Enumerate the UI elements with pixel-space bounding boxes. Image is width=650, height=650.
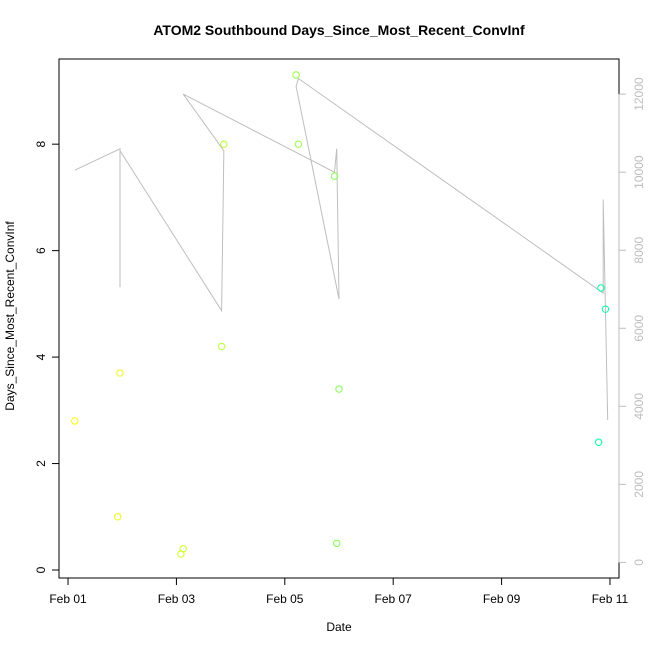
data-point [116,369,124,377]
right-y-tick-label: 8000 [632,237,646,264]
right-y-tick-label: 2000 [632,471,646,498]
x-tick-label: Feb 09 [483,592,521,606]
x-axis-label: Date [326,620,352,634]
x-tick-label: Feb 01 [49,592,87,606]
data-point [594,438,603,446]
data-point [294,140,303,148]
right-y-tick-label: 6000 [632,315,646,342]
plot-marks [71,71,610,558]
data-point [217,342,226,351]
y-tick-label: 4 [34,353,48,360]
y-axis-label: Days_Since_Most_Recent_ConvInf [3,221,17,411]
y-axis: 0 2 4 6 8 [34,141,60,573]
data-point [335,385,343,393]
data-point [330,172,339,180]
y-tick-label: 0 [34,566,48,573]
data-point [601,305,610,313]
x-tick-label: Feb 03 [158,592,196,606]
chart-title: ATOM2 Southbound Days_Since_Most_Recent_… [153,22,525,38]
y-tick-label: 8 [34,141,48,148]
data-point [71,417,79,425]
x-axis: Feb 01 Feb 03 Feb 05 Feb 07 Feb 09 Feb 11 [49,577,629,606]
right-y-tick-label: 0 [632,559,646,566]
plot-frame [58,58,620,579]
data-point [179,545,187,553]
right-y-tick-label: 4000 [632,393,646,420]
x-tick-label: Feb 07 [375,592,413,606]
right-y-tick-label: 10000 [632,155,646,189]
data-point [114,513,122,521]
x-tick-label: Feb 11 [592,592,629,606]
right-y-axis: 0 2000 4000 6000 8000 10000 12000 [618,77,646,566]
series-line [74,77,609,421]
data-point [220,140,228,148]
data-point [333,539,341,548]
data-point [597,284,605,292]
y-tick-label: 6 [34,247,48,254]
data-point [292,71,300,79]
y-tick-label: 2 [34,460,48,467]
right-y-tick-label: 12000 [632,77,646,111]
x-tick-label: Feb 05 [266,592,304,606]
